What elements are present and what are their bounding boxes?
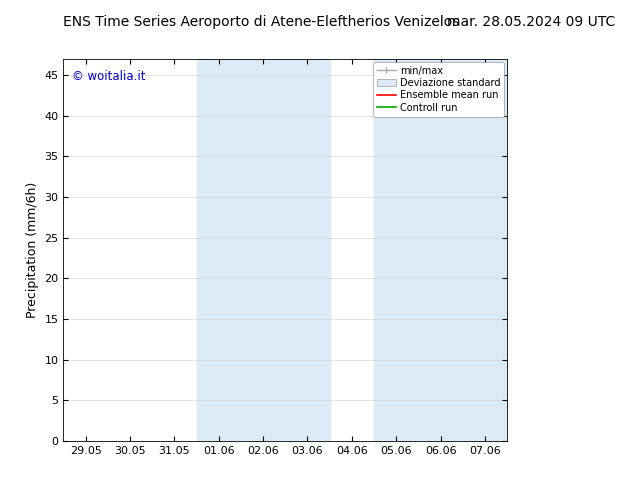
Text: mar. 28.05.2024 09 UTC: mar. 28.05.2024 09 UTC (447, 15, 615, 29)
Bar (197, 59, 330, 441)
Text: © woitalia.it: © woitalia.it (72, 70, 146, 83)
Text: ENS Time Series Aeroporto di Atene-Eleftherios Venizelos: ENS Time Series Aeroporto di Atene-Eleft… (63, 15, 460, 29)
Bar (374, 59, 507, 441)
Y-axis label: Precipitation (mm/6h): Precipitation (mm/6h) (26, 182, 39, 318)
Legend: min/max, Deviazione standard, Ensemble mean run, Controll run: min/max, Deviazione standard, Ensemble m… (373, 62, 504, 117)
